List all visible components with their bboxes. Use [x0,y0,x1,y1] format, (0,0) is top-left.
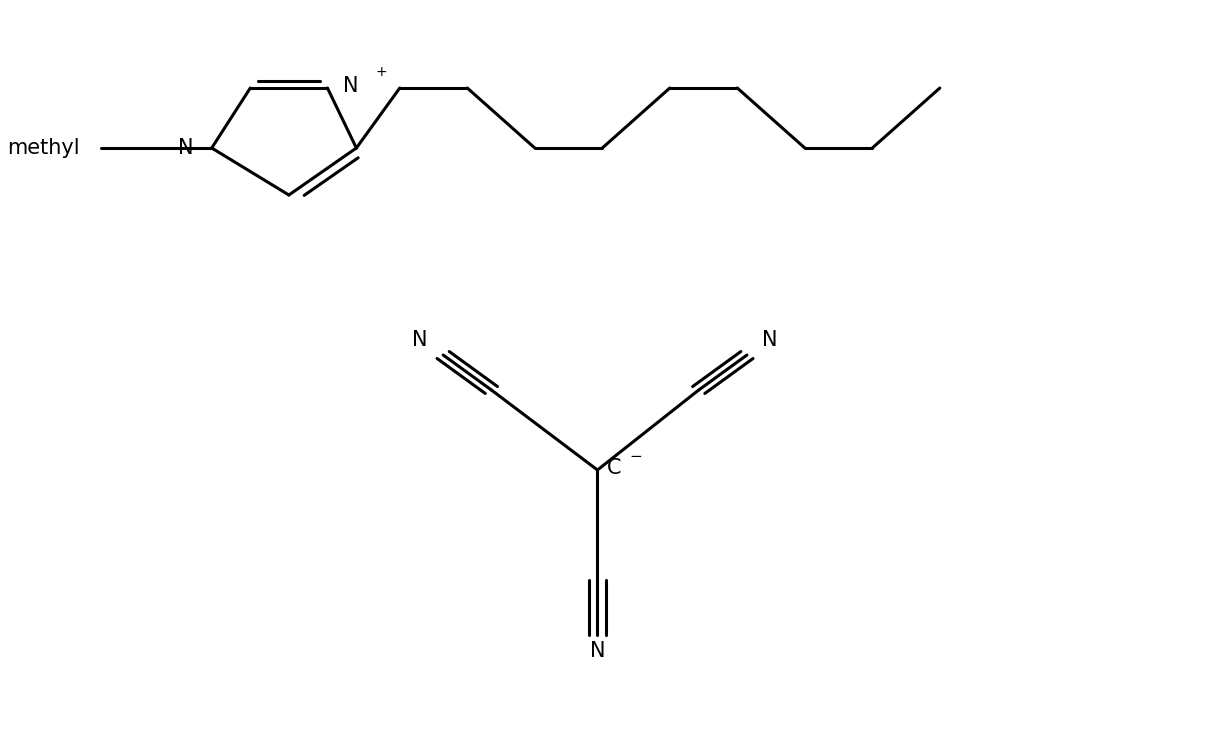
Text: N: N [178,138,194,158]
Text: methyl: methyl [7,138,80,158]
Text: N: N [590,642,605,661]
Text: N: N [762,330,778,350]
Text: C: C [607,458,621,478]
Text: +: + [375,64,387,79]
Text: N: N [343,76,358,96]
Text: N: N [412,330,428,350]
Text: −: − [630,449,643,464]
